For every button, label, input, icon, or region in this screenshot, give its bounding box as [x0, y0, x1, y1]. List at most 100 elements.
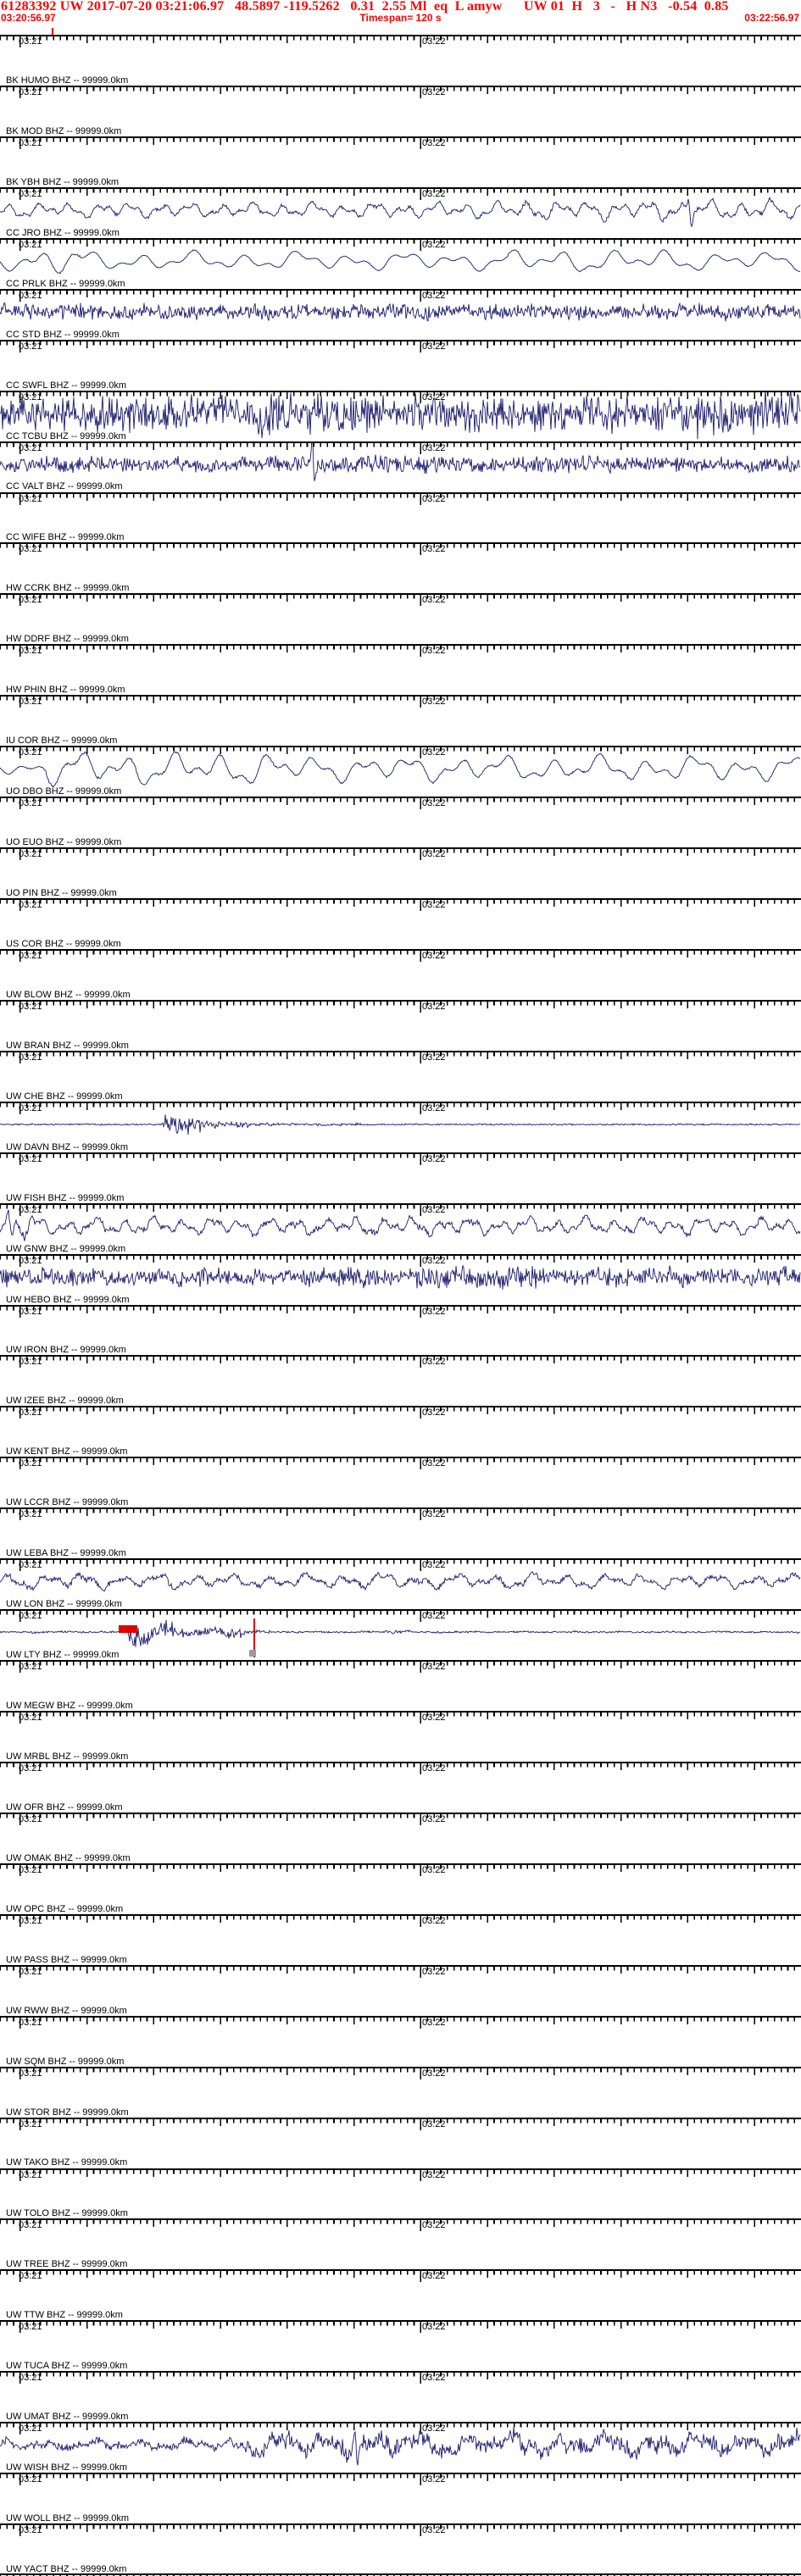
- pick-drag-handle[interactable]: [249, 1650, 256, 1657]
- trace-row-HW-PHIN[interactable]: 03:21 03:22 HW PHIN BHZ -- 99999.0km: [0, 644, 801, 695]
- time-axis-ticks: [0, 35, 801, 47]
- trace-row-UW-TOLO[interactable]: 03:21 03:22 UW TOLO BHZ -- 99999.0km: [0, 2168, 801, 2218]
- station-label: UW FISH BHZ -- 99999.0km: [6, 1192, 125, 1203]
- trace-row-BK-HUMO[interactable]: 03:21 03:22 BK HUMO BHZ -- 99999.0km: [0, 35, 801, 86]
- time-axis-ticks: [0, 2573, 801, 2576]
- trace-row-UW-LTY[interactable]: 03:21 03:22 UW LTY BHZ -- 99999.0km: [0, 1609, 801, 1660]
- minute-label-left: 03:21: [19, 1153, 42, 1164]
- trace-row-HW-DDRF[interactable]: 03:21 03:22 HW DDRF BHZ -- 99999.0km: [0, 593, 801, 644]
- trace-row-UW-WISH[interactable]: 03:21 03:22 UW WISH BHZ -- 99999.0km: [0, 2422, 801, 2473]
- trace-row-CC-STD[interactable]: 03:21 03:22 CC STD BHZ -- 99999.0km: [0, 288, 801, 340]
- time-axis-ticks: [0, 1355, 801, 1368]
- minute-label-left: 03:21: [19, 900, 42, 910]
- minute-label-left: 03:21: [19, 747, 42, 758]
- trace-row-UW-MRBL[interactable]: 03:21 03:22 UW MRBL BHZ -- 99999.0km: [0, 1711, 801, 1762]
- trace-row-UW-PASS[interactable]: 03:21 03:22 UW PASS BHZ -- 99999.0km: [0, 1913, 801, 1965]
- trace-row-CC-JRO[interactable]: 03:21 03:22 CC JRO BHZ -- 99999.0km: [0, 186, 801, 238]
- station-label: UW WOLL BHZ -- 99999.0km: [6, 2513, 130, 2524]
- trace-row-UW-BRAN[interactable]: 03:21 03:22 UW BRAN BHZ -- 99999.0km: [0, 1000, 801, 1051]
- station-label: UW BRAN BHZ -- 99999.0km: [6, 1040, 129, 1051]
- trace-row-UW-WOLL[interactable]: 03:21 03:22 UW WOLL BHZ -- 99999.0km: [0, 2473, 801, 2523]
- time-axis-ticks: [0, 2066, 801, 2079]
- minute-label-left: 03:21: [19, 2322, 42, 2333]
- phase-pick-flag[interactable]: [119, 1625, 137, 1634]
- station-label: HW CCRK BHZ -- 99999.0km: [6, 583, 130, 594]
- station-label: CC TCBU BHZ -- 99999.0km: [6, 430, 126, 441]
- trace-row-UW-FISH[interactable]: 03:21 03:22 UW FISH BHZ -- 99999.0km: [0, 1152, 801, 1203]
- minute-label-middle: 03:22: [422, 1813, 446, 1824]
- time-axis-ticks: [0, 695, 801, 708]
- trace-row-UW-TUCA[interactable]: 03:21 03:22 UW TUCA BHZ -- 99999.0km: [0, 2320, 801, 2371]
- waveform-CC-VALT: [0, 441, 801, 481]
- time-axis-ticks: [0, 2422, 801, 2435]
- trace-row-BK-MOD[interactable]: 03:21 03:22 BK MOD BHZ -- 99999.0km: [0, 86, 801, 136]
- bottom-axis-line: [0, 2573, 801, 2576]
- trace-row-UW-MEGW[interactable]: 03:21 03:22 UW MEGW BHZ -- 99999.0km: [0, 1660, 801, 1711]
- station-label: HW DDRF BHZ -- 99999.0km: [6, 634, 129, 645]
- minute-label-middle: 03:22: [422, 1611, 446, 1622]
- time-axis-ticks: [0, 1762, 801, 1774]
- minute-label-left: 03:21: [19, 2169, 42, 2180]
- minute-label-left: 03:21: [19, 86, 42, 97]
- trace-row-CC-VALT[interactable]: 03:21 03:22 CC VALT BHZ -- 99999.0km: [0, 441, 801, 491]
- trace-row-HW-CCRK[interactable]: 03:21 03:22 HW CCRK BHZ -- 99999.0km: [0, 542, 801, 593]
- trace-row-UW-OPC[interactable]: 03:21 03:22 UW OPC BHZ -- 99999.0km: [0, 1863, 801, 1914]
- trace-row-UW-LON[interactable]: 03:21 03:22 UW LON BHZ -- 99999.0km: [0, 1558, 801, 1609]
- trace-row-US-COR[interactable]: 03:21 03:22 US COR BHZ -- 99999.0km: [0, 898, 801, 949]
- station-label: UW RWW BHZ -- 99999.0km: [6, 2005, 127, 2016]
- trace-row-UW-STOR[interactable]: 03:21 03:22 UW STOR BHZ -- 99999.0km: [0, 2066, 801, 2118]
- trace-row-CC-WIFE[interactable]: 03:21 03:22 CC WIFE BHZ -- 99999.0km: [0, 491, 801, 542]
- trace-row-UW-LCCR[interactable]: 03:21 03:22 UW LCCR BHZ -- 99999.0km: [0, 1457, 801, 1507]
- minute-label-middle: 03:22: [422, 798, 446, 809]
- time-axis-ticks: [0, 1152, 801, 1165]
- trace-row-UW-GNW[interactable]: 03:21 03:22 UW GNW BHZ -- 99999.0km: [0, 1202, 801, 1254]
- trace-row-UW-DAVN[interactable]: 03:21 03:22 UW DAVN BHZ -- 99999.0km: [0, 1101, 801, 1152]
- trace-row-BK-YBH[interactable]: 03:21 03:22 BK YBH BHZ -- 99999.0km: [0, 136, 801, 187]
- time-axis-ticks: [0, 441, 801, 454]
- trace-row-CC-PRLK[interactable]: 03:21 03:22 CC PRLK BHZ -- 99999.0km: [0, 237, 801, 289]
- trace-row-UO-DBO[interactable]: 03:21 03:22 UO DBO BHZ -- 99999.0km: [0, 746, 801, 797]
- trace-row-IU-COR[interactable]: 03:21 03:22 IU COR BHZ -- 99999.0km: [0, 695, 801, 746]
- station-label: UW MRBL BHZ -- 99999.0km: [6, 1751, 129, 1762]
- trace-row-UW-UMAT[interactable]: 03:21 03:22 UW UMAT BHZ -- 99999.0km: [0, 2371, 801, 2422]
- time-axis-ticks: [0, 542, 801, 556]
- time-axis-ticks: [0, 2168, 801, 2181]
- waveform-UW-GNW: [0, 1209, 801, 1241]
- trace-row-CC-SWFL[interactable]: 03:21 03:22 CC SWFL BHZ -- 99999.0km: [0, 339, 801, 391]
- trace-row-UW-KENT[interactable]: 03:21 03:22 UW KENT BHZ -- 99999.0km: [0, 1406, 801, 1457]
- trace-row-UW-SQM[interactable]: 03:21 03:22 UW SQM BHZ -- 99999.0km: [0, 2015, 801, 2067]
- minute-label-left: 03:21: [19, 1560, 42, 1571]
- trace-row-UW-LEBA[interactable]: 03:21 03:22 UW LEBA BHZ -- 99999.0km: [0, 1507, 801, 1558]
- trace-row-UW-TREE[interactable]: 03:21 03:22 UW TREE BHZ -- 99999.0km: [0, 2218, 801, 2269]
- minute-label-middle: 03:22: [422, 341, 446, 352]
- window-start-time: 03:20:56.97: [1, 12, 56, 24]
- trace-row-UW-HEBO[interactable]: 03:21 03:22 UW HEBO BHZ -- 99999.0km: [0, 1253, 801, 1305]
- time-axis-ticks: [0, 1406, 801, 1419]
- trace-row-UO-PIN[interactable]: 03:21 03:22 UO PIN BHZ -- 99999.0km: [0, 847, 801, 898]
- minute-label-left: 03:21: [19, 2525, 42, 2536]
- minute-label-middle: 03:22: [422, 1407, 446, 1418]
- minute-label-middle: 03:22: [422, 442, 446, 453]
- trace-row-UW-TAKO[interactable]: 03:21 03:22 UW TAKO BHZ -- 99999.0km: [0, 2117, 801, 2168]
- minute-label-left: 03:21: [19, 2017, 42, 2028]
- trace-row-CC-TCBU[interactable]: 03:21 03:22 CC TCBU BHZ -- 99999.0km: [0, 390, 801, 441]
- time-axis-ticks: [0, 1000, 801, 1013]
- trace-row-UW-OMAK[interactable]: 03:21 03:22 UW OMAK BHZ -- 99999.0km: [0, 1813, 801, 1863]
- trace-row-UW-YACT[interactable]: 03:21 03:22 UW YACT BHZ -- 99999.0km: [0, 2523, 801, 2574]
- phase-pick-line[interactable]: [253, 1618, 255, 1658]
- trace-row-UW-IRON[interactable]: 03:21 03:22 UW IRON BHZ -- 99999.0km: [0, 1304, 801, 1356]
- minute-label-left: 03:21: [19, 697, 42, 708]
- timespan-label: Timespan= 120 s: [359, 12, 442, 24]
- trace-row-UW-RWW[interactable]: 03:21 03:22 UW RWW BHZ -- 99999.0km: [0, 1964, 801, 2016]
- trace-row-UW-IZEE[interactable]: 03:21 03:22 UW IZEE BHZ -- 99999.0km: [0, 1355, 801, 1406]
- station-label: UW IRON BHZ -- 99999.0km: [6, 1345, 126, 1356]
- station-label: HW PHIN BHZ -- 99999.0km: [6, 685, 125, 696]
- time-axis-ticks: [0, 1101, 801, 1114]
- trace-row-UW-OFR[interactable]: 03:21 03:22 UW OFR BHZ -- 99999.0km: [0, 1762, 801, 1813]
- trace-row-UW-CHE[interactable]: 03:21 03:22 UW CHE BHZ -- 99999.0km: [0, 1050, 801, 1102]
- trace-row-UW-BLOW[interactable]: 03:21 03:22 UW BLOW BHZ -- 99999.0km: [0, 949, 801, 1000]
- trace-row-UO-EUO[interactable]: 03:21 03:22 UO EUO BHZ -- 99999.0km: [0, 797, 801, 847]
- trace-row-UW-TTW[interactable]: 03:21 03:22 UW TTW BHZ -- 99999.0km: [0, 2269, 801, 2320]
- station-label: UW OPC BHZ -- 99999.0km: [6, 1903, 124, 1914]
- time-axis-ticks: [0, 2015, 801, 2029]
